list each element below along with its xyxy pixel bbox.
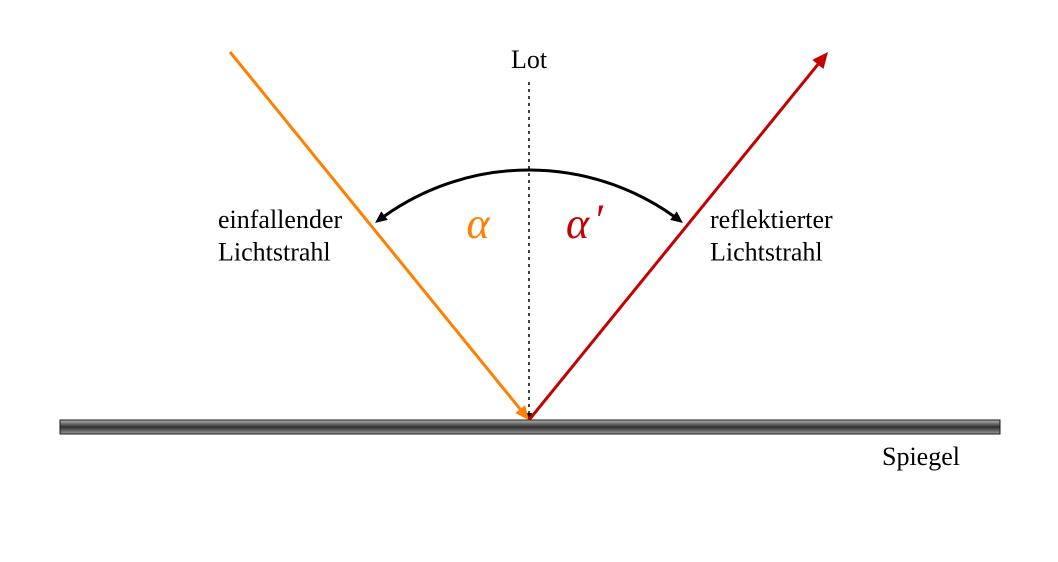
normal-label: Lot	[511, 45, 548, 74]
mirror: Spiegel	[60, 420, 1000, 471]
svg-text:′: ′	[593, 195, 604, 244]
svg-text:α: α	[566, 199, 590, 248]
incident-ray-label: einfallender Lichtstrahl	[218, 205, 349, 267]
mirror-label: Spiegel	[882, 442, 960, 471]
reflection-angle-symbol: α ′	[566, 195, 604, 248]
incidence-angle-symbol: α	[466, 199, 490, 248]
reflection-diagram: Spiegel Lot einfallender Lichtstrahl ref…	[0, 0, 1058, 562]
normal-line: Lot	[511, 45, 548, 420]
reflected-ray-label: reflektierter Lichtstrahl	[710, 205, 839, 267]
